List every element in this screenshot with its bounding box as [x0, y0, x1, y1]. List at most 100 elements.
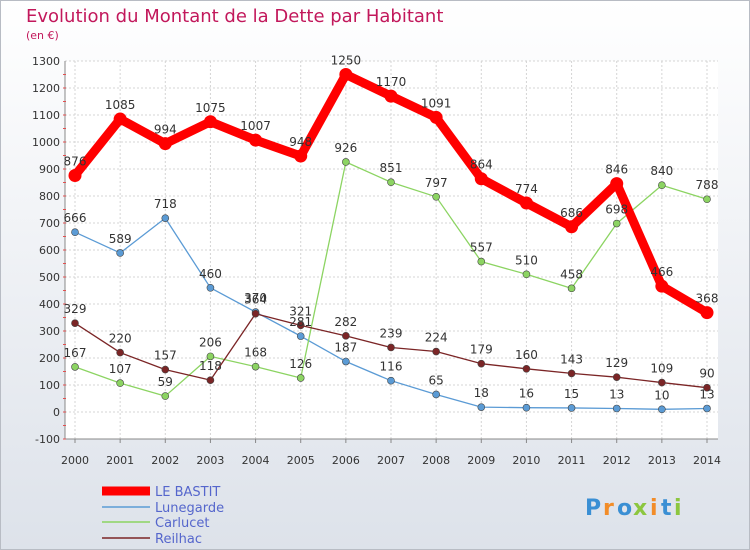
data-label: 282 — [334, 315, 357, 329]
data-point — [567, 404, 576, 412]
data-label: 116 — [380, 360, 403, 374]
x-tick-label: 2010 — [512, 454, 540, 467]
grid — [65, 60, 718, 440]
data-label: 926 — [334, 141, 357, 155]
y-tick-label: 600 — [39, 244, 60, 257]
data-label: 698 — [605, 203, 628, 217]
data-point — [71, 228, 79, 236]
legend-label: Reilhac — [155, 532, 202, 547]
data-label: 15 — [564, 387, 579, 401]
data-label: 666 — [64, 211, 87, 225]
data-point — [158, 137, 172, 151]
data-label: 1007 — [240, 119, 271, 133]
data-label: 129 — [605, 356, 628, 370]
data-label: 797 — [425, 176, 448, 190]
x-tick-label: 2004 — [242, 454, 270, 467]
brand-letter: r — [603, 496, 614, 521]
data-point — [384, 89, 398, 103]
data-point — [612, 219, 621, 228]
brand-letter: x — [633, 496, 647, 521]
data-point — [161, 392, 170, 400]
y-tick-label: 1300 — [32, 55, 60, 68]
data-point — [342, 332, 350, 340]
data-label: 321 — [289, 304, 312, 318]
data-label: 788 — [696, 178, 719, 192]
x-tick-label: 2005 — [287, 454, 315, 467]
data-label: 206 — [199, 335, 222, 349]
data-label: 329 — [64, 302, 87, 316]
data-point — [294, 149, 308, 163]
data-point — [655, 279, 669, 293]
data-point — [477, 257, 486, 266]
y-tick-label: 400 — [39, 298, 60, 311]
brand-letter: P — [585, 496, 601, 521]
data-label: 187 — [334, 341, 357, 355]
y-tick-label: 700 — [39, 217, 60, 230]
data-label: 65 — [429, 373, 444, 387]
y-tick-label: 100 — [39, 379, 60, 392]
data-point — [522, 403, 531, 412]
data-point — [703, 383, 711, 392]
data-label: 876 — [64, 154, 87, 168]
x-tick-label: 2013 — [648, 454, 676, 467]
data-label: 168 — [244, 346, 267, 360]
y-tick-label: 1000 — [32, 136, 60, 149]
data-point — [71, 363, 79, 371]
x-tick-label: 2008 — [422, 454, 450, 467]
brand-letter: i — [674, 496, 682, 521]
data-point — [700, 306, 714, 320]
brand-letter: o — [617, 496, 632, 521]
data-point — [432, 193, 440, 201]
x-tick-label: 2012 — [603, 454, 631, 467]
data-label: 16 — [519, 387, 534, 401]
data-point — [116, 249, 124, 257]
data-point — [339, 68, 353, 81]
data-label: 557 — [470, 241, 493, 255]
x-tick-label: 2011 — [558, 454, 586, 467]
data-label: 157 — [154, 349, 177, 363]
data-label: 220 — [109, 332, 132, 346]
data-point — [296, 374, 305, 382]
data-point — [477, 359, 486, 368]
data-label: 368 — [696, 292, 719, 306]
y-tick-label: 300 — [39, 325, 60, 338]
y-tick-label: 200 — [39, 352, 60, 365]
y-tick-label: 1100 — [32, 109, 60, 122]
data-point — [206, 352, 215, 361]
data-point — [658, 378, 666, 387]
data-label: 458 — [560, 267, 583, 281]
data-label: 1085 — [105, 98, 136, 112]
data-label: 10 — [654, 388, 669, 402]
data-label: 846 — [605, 163, 628, 177]
series-lines — [68, 68, 714, 414]
data-point — [251, 309, 260, 318]
x-tick-label: 2002 — [151, 454, 179, 467]
data-point — [567, 369, 576, 378]
data-point — [610, 177, 624, 191]
data-label: 143 — [560, 352, 583, 366]
data-point — [113, 112, 127, 126]
data-label: 90 — [699, 367, 714, 381]
data-label: 1091 — [421, 96, 452, 110]
y-tick-label: 800 — [39, 190, 60, 203]
data-label: 109 — [650, 362, 673, 376]
data-point — [342, 357, 350, 366]
data-labels: 666 589 718 460 370 281 187 116 65 18 16 15 13 10 13 16… — [64, 54, 719, 403]
x-tick-label: 2003 — [196, 454, 224, 467]
data-point — [658, 181, 666, 189]
legend-label: LE BASTIT — [155, 485, 220, 500]
data-point — [251, 362, 260, 371]
data-label: 13 — [699, 387, 714, 401]
data-point — [116, 379, 124, 387]
data-label: 774 — [515, 182, 538, 196]
data-point — [703, 404, 711, 413]
x-tick-label: 2001 — [106, 454, 134, 467]
x-tick-label: 2007 — [377, 454, 405, 467]
data-label: 179 — [470, 343, 493, 357]
data-label: 994 — [154, 123, 177, 137]
data-point — [474, 172, 488, 186]
data-point — [429, 110, 443, 124]
data-point — [387, 376, 395, 385]
